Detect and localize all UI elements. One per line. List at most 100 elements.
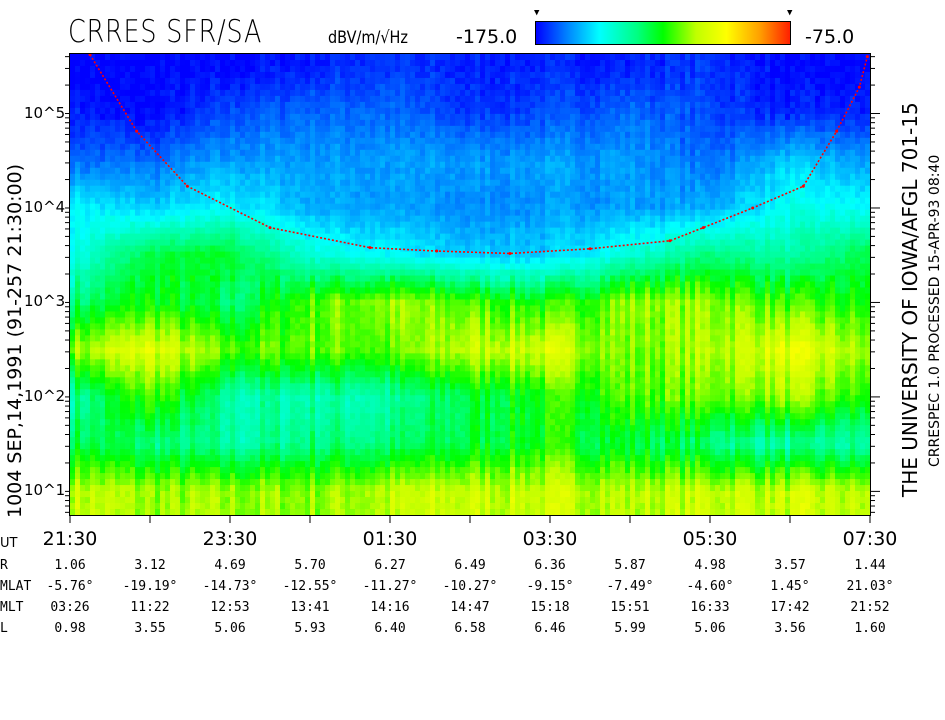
- heatmap-cell: [150, 485, 156, 492]
- heatmap-cell: [240, 245, 246, 252]
- heatmap-cell: [175, 89, 181, 97]
- heatmap-cell: [310, 359, 316, 366]
- heatmap-cell: [255, 89, 261, 97]
- heatmap-cell: [155, 173, 161, 181]
- heatmap-cell: [225, 449, 231, 456]
- heatmap-cell: [200, 155, 206, 163]
- heatmap-cell: [230, 107, 236, 115]
- heatmap-cell: [190, 143, 196, 151]
- heatmap-cell: [195, 353, 201, 360]
- heatmap-cell: [260, 173, 266, 181]
- heatmap-cell: [355, 83, 361, 91]
- heatmap-cell: [135, 185, 141, 193]
- heatmap-cell: [120, 245, 126, 252]
- heatmap-cell: [335, 143, 341, 151]
- heatmap-cell: [285, 281, 291, 288]
- heatmap-cell: [280, 239, 286, 246]
- heatmap-cell: [340, 113, 346, 121]
- heatmap-cell: [390, 347, 396, 354]
- heatmap-cell: [130, 161, 136, 169]
- heatmap-cell: [295, 461, 301, 468]
- heatmap-cell: [340, 335, 346, 342]
- heatmap-cell: [105, 173, 111, 181]
- heatmap-cell: [190, 281, 196, 288]
- heatmap-cell: [190, 473, 196, 480]
- heatmap-cell: [385, 197, 391, 205]
- heatmap-cell: [155, 185, 161, 193]
- heatmap-cell: [300, 131, 306, 139]
- heatmap-cell: [95, 365, 101, 372]
- heatmap-cell: [315, 113, 321, 121]
- heatmap-cell: [190, 497, 196, 504]
- heatmap-cell: [345, 89, 351, 97]
- heatmap-cell: [310, 113, 316, 121]
- heatmap-cell: [315, 407, 321, 414]
- heatmap-cell: [360, 323, 366, 330]
- heatmap-cell: [170, 54, 176, 61]
- heatmap-cell: [360, 449, 366, 456]
- heatmap-cell: [230, 485, 236, 492]
- heatmap-cell: [120, 155, 126, 163]
- heatmap-cell: [250, 437, 256, 444]
- heatmap-cell: [240, 215, 246, 223]
- heatmap-cell: [130, 54, 136, 61]
- heatmap-cell: [275, 125, 281, 133]
- heatmap-cell: [75, 389, 81, 396]
- heatmap-cell: [320, 167, 326, 175]
- heatmap-cell: [85, 473, 91, 480]
- heatmap-cell: [360, 125, 366, 133]
- heatmap-cell: [170, 251, 176, 258]
- heatmap-cell: [190, 161, 196, 169]
- heatmap-cell: [375, 335, 381, 342]
- heatmap-cell: [350, 491, 356, 498]
- heatmap-cell: [295, 383, 301, 390]
- heatmap-cell: [195, 239, 201, 246]
- heatmap-cell: [230, 437, 236, 444]
- heatmap-cell: [265, 191, 271, 199]
- heatmap-cell: [225, 257, 231, 264]
- heatmap-cell: [140, 341, 146, 348]
- heatmap-cell: [115, 407, 121, 414]
- heatmap-cell: [350, 239, 356, 246]
- heatmap-cell: [105, 479, 111, 486]
- heatmap-cell: [125, 419, 131, 426]
- heatmap-cell: [195, 335, 201, 342]
- heatmap-cell: [390, 467, 396, 474]
- heatmap-cell: [320, 143, 326, 151]
- heatmap-cell: [190, 377, 196, 384]
- heatmap-cell: [360, 389, 366, 396]
- heatmap-cell: [75, 395, 81, 402]
- heatmap-cell: [75, 257, 81, 264]
- heatmap-cell: [260, 233, 266, 240]
- heatmap-cell: [275, 227, 281, 235]
- heatmap-cell: [330, 479, 336, 486]
- heatmap-cell: [100, 161, 106, 169]
- heatmap-cell: [285, 143, 291, 151]
- heatmap-cell: [185, 54, 191, 61]
- heatmap-cell: [285, 54, 291, 61]
- heatmap-cell: [380, 401, 386, 408]
- heatmap-cell: [385, 305, 391, 312]
- heatmap-cell: [375, 59, 381, 67]
- heatmap-cell: [100, 233, 106, 240]
- heatmap-cell: [270, 113, 276, 121]
- heatmap-cell: [130, 431, 136, 438]
- heatmap-cell: [70, 227, 76, 235]
- heatmap-cell: [190, 365, 196, 372]
- heatmap-cell: [360, 509, 366, 516]
- heatmap-cell: [255, 377, 261, 384]
- heatmap-cell: [95, 137, 101, 145]
- heatmap-cell: [320, 161, 326, 169]
- heatmap-cell: [125, 317, 131, 324]
- heatmap-cell: [385, 287, 391, 294]
- heatmap-cell: [185, 71, 191, 79]
- heatmap-cell: [385, 54, 391, 61]
- heatmap-cell: [180, 365, 186, 372]
- heatmap-cell: [300, 155, 306, 163]
- heatmap-cell: [385, 239, 391, 246]
- heatmap-cell: [350, 323, 356, 330]
- heatmap-cell: [315, 167, 321, 175]
- heatmap-cell: [295, 65, 301, 73]
- heatmap-cell: [280, 263, 286, 270]
- heatmap-cell: [80, 401, 86, 408]
